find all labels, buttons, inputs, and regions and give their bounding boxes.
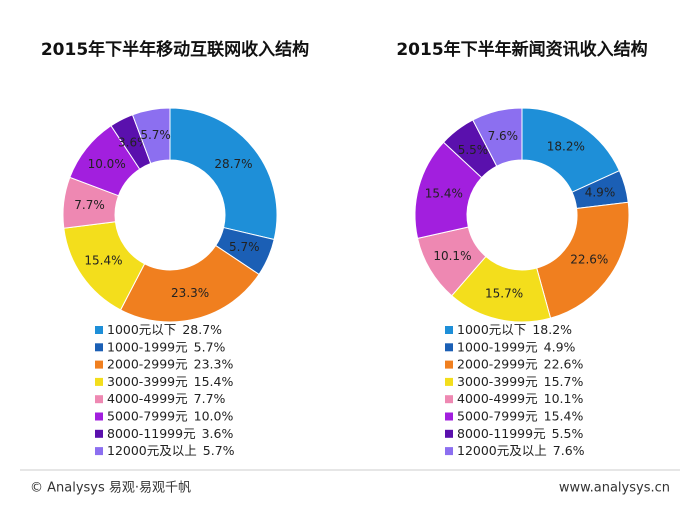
- data-label: 4.9%: [585, 186, 616, 200]
- legend-category: 4000-4999元: [107, 391, 188, 406]
- legend-category: 1000-1999元: [457, 339, 538, 354]
- legend-value: 3.6%: [202, 425, 234, 440]
- data-label: 10.1%: [433, 249, 471, 263]
- legend-category: 12000元及以上: [107, 443, 197, 458]
- legend-value: 4.9%: [544, 339, 576, 354]
- legend-value: 15.7%: [544, 373, 584, 388]
- legend-value: 15.4%: [194, 373, 234, 388]
- legend-swatch: [445, 429, 453, 438]
- legend-entry: 8000-11999元 5.5%: [457, 425, 583, 440]
- legend-value: 23.3%: [194, 356, 234, 371]
- legend-category: 1000元以下: [107, 322, 176, 337]
- data-label: 28.7%: [214, 157, 252, 171]
- legend-entry: 1000-1999元 4.9%: [457, 339, 576, 354]
- data-label: 23.3%: [171, 286, 209, 300]
- data-label: 15.4%: [84, 254, 122, 268]
- legend-category: 5000-7999元: [457, 408, 538, 423]
- data-label: 15.4%: [425, 186, 463, 200]
- data-label: 5.5%: [458, 143, 489, 157]
- legend-swatch: [95, 447, 103, 456]
- legend-swatch: [95, 395, 103, 404]
- legend-value: 10.0%: [194, 408, 234, 423]
- data-label: 5.7%: [140, 128, 171, 142]
- legend-value: 7.7%: [194, 391, 226, 406]
- footer-left: © Analysys 易观·易观千帆: [30, 481, 191, 496]
- data-label: 3.6%: [118, 135, 149, 149]
- legend-swatch: [445, 447, 453, 456]
- legend-category: 12000元及以上: [457, 443, 547, 458]
- legend-swatch: [445, 326, 453, 334]
- legend-value: 28.7%: [182, 322, 222, 337]
- donut-slice: [169, 107, 278, 241]
- legend-category: 8000-11999元: [457, 425, 546, 440]
- legend-entry: 1000-1999元 5.7%: [107, 339, 226, 354]
- donut-slice: [536, 201, 630, 319]
- legend-swatch: [95, 360, 103, 369]
- legend-entry: 4000-4999元 10.1%: [457, 391, 583, 406]
- donut-slice: [119, 244, 260, 323]
- legend-entry: 2000-2999元 22.6%: [457, 356, 583, 371]
- legend-entry: 1000元以下 28.7%: [107, 322, 222, 337]
- data-label: 5.7%: [229, 240, 260, 254]
- data-label: 7.6%: [488, 129, 519, 143]
- data-label: 15.7%: [485, 286, 523, 300]
- legend-swatch: [95, 429, 103, 438]
- legend-entry: 4000-4999元 7.7%: [107, 391, 226, 406]
- chart-title: 2015年下半年移动互联网收入结构: [41, 39, 309, 60]
- legend-entry: 12000元及以上 5.7%: [107, 443, 235, 458]
- legend-value: 5.7%: [194, 339, 226, 354]
- legend-entry: 12000元及以上 7.6%: [457, 443, 585, 458]
- legend-value: 10.1%: [544, 391, 584, 406]
- chart-title: 2015年下半年新闻资讯收入结构: [396, 39, 647, 60]
- legend-value: 15.4%: [544, 408, 584, 423]
- legend-category: 2000-2999元: [457, 356, 538, 371]
- donut-slice: [131, 107, 171, 165]
- legend-entry: 2000-2999元 23.3%: [107, 356, 233, 371]
- legend-value: 18.2%: [532, 322, 572, 337]
- legend-swatch: [445, 377, 453, 386]
- legend-category: 4000-4999元: [457, 391, 538, 406]
- legend-category: 2000-2999元: [107, 356, 188, 371]
- legend-category: 1000-1999元: [107, 339, 188, 354]
- legend-category: 3000-3999元: [457, 373, 538, 388]
- legend-category: 8000-11999元: [107, 425, 196, 440]
- legend-entry: 3000-3999元 15.4%: [107, 373, 233, 388]
- footer-right: www.analysys.cn: [559, 481, 670, 496]
- legend-category: 1000元以下: [457, 322, 526, 337]
- data-label: 7.7%: [74, 198, 105, 212]
- legend-category: 3000-3999元: [107, 373, 188, 388]
- legend-value: 5.5%: [552, 425, 584, 440]
- legend-entry: 8000-11999元 3.6%: [107, 425, 233, 440]
- legend-value: 7.6%: [553, 443, 585, 458]
- legend-swatch: [445, 343, 453, 352]
- legend-swatch: [95, 343, 103, 352]
- legend-swatch: [445, 412, 453, 421]
- legend-entry: 5000-7999元 10.0%: [107, 408, 233, 423]
- legend-value: 22.6%: [544, 356, 584, 371]
- legend-category: 5000-7999元: [107, 408, 188, 423]
- data-label: 22.6%: [570, 253, 608, 267]
- legend-entry: 1000元以下 18.2%: [457, 322, 572, 337]
- legend-entry: 5000-7999元 15.4%: [457, 408, 583, 423]
- legend-swatch: [95, 412, 103, 421]
- data-label: 18.2%: [547, 139, 585, 153]
- legend-value: 5.7%: [203, 443, 235, 458]
- legend-swatch: [95, 377, 103, 386]
- donut-slice: [472, 107, 523, 167]
- legend-swatch: [445, 395, 453, 404]
- data-label: 10.0%: [88, 157, 126, 171]
- legend-swatch: [95, 326, 103, 334]
- legend-swatch: [445, 360, 453, 369]
- legend-entry: 3000-3999元 15.7%: [457, 373, 583, 388]
